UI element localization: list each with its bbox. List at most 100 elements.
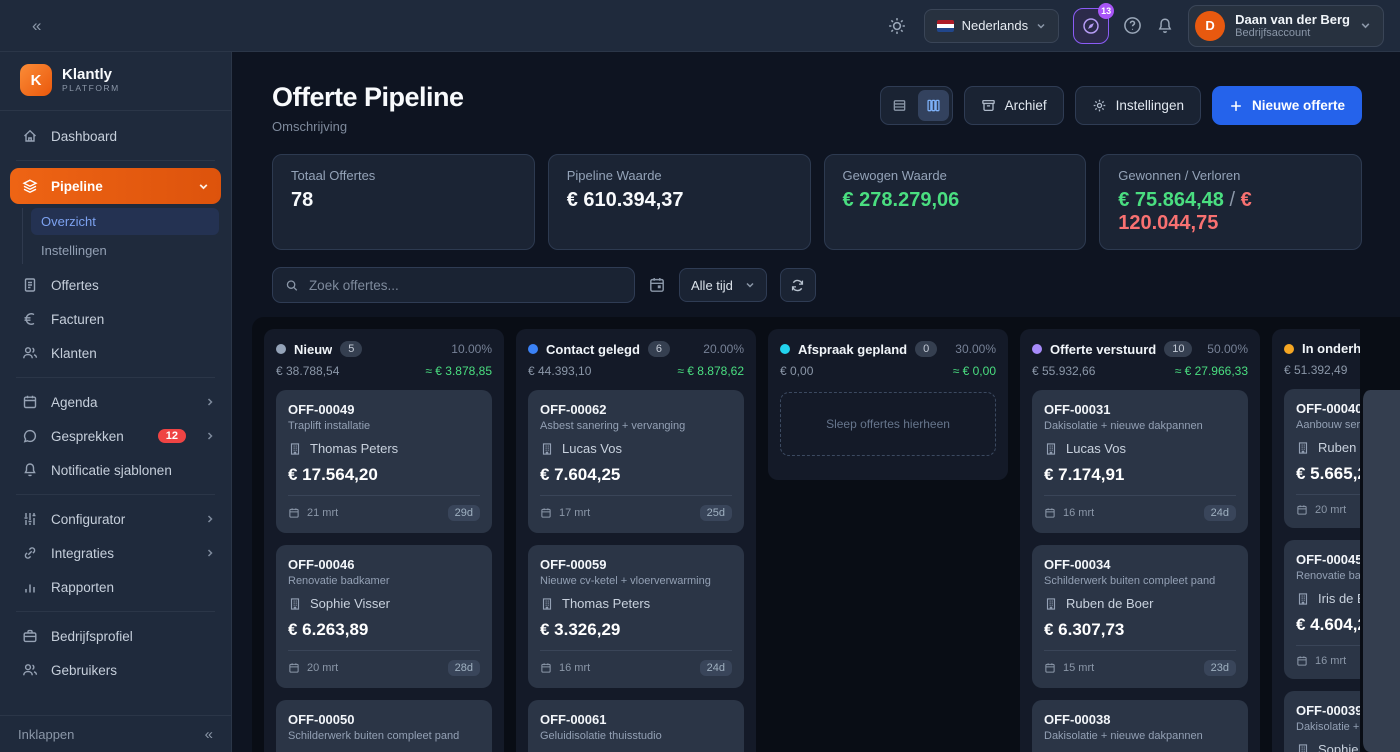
compass-icon <box>1083 17 1099 34</box>
stage-total-value: € 38.788,54 <box>276 364 340 378</box>
page-subtitle: Omschrijving <box>272 119 348 134</box>
chevron-right-icon <box>207 432 213 440</box>
chat-icon <box>23 429 37 443</box>
stat-won-lost: Gewonnen / Verloren € 75.864,48 / € 120.… <box>1099 154 1362 250</box>
sidebar-item-label: Dashboard <box>51 128 118 144</box>
stage-weighted-value: ≈ € 27.966,33 <box>1174 364 1248 378</box>
company-name: Lucas Vos <box>1066 441 1126 456</box>
offer-date: 20 mrt <box>307 662 339 674</box>
sidebar-item-gesprekken[interactable]: Gesprekken 12 <box>0 419 231 453</box>
sidebar-subitem-overzicht[interactable]: Overzicht <box>31 208 219 235</box>
offer-description: Geluidisolatie thuisstudio <box>540 730 662 742</box>
offer-description: Renovatie badkamer <box>288 575 390 587</box>
stat-value: € 278.279,06 <box>842 189 960 211</box>
sidebar-collapse-icon[interactable]: « <box>32 15 42 35</box>
netherlands-flag-icon <box>936 19 954 32</box>
period-select[interactable]: Alle tijd <box>679 268 767 302</box>
kanban-view-button[interactable] <box>917 90 949 121</box>
main-content: Offerte Pipeline Omschrijving Archief <box>232 52 1400 752</box>
days-remaining-badge: 24d <box>699 660 732 676</box>
layers-icon <box>22 179 38 193</box>
theme-toggle-button[interactable] <box>884 13 910 39</box>
sidebar-item-facturen[interactable]: Facturen <box>0 302 231 336</box>
sidebar-item-label: Rapporten <box>51 579 115 595</box>
brand-name: Klantly <box>62 66 113 83</box>
settings-label: Instellingen <box>1115 98 1184 113</box>
archive-button[interactable]: Archief <box>963 86 1064 125</box>
offer-card[interactable]: OFF-00038 Dakisolatie + nieuwe dakpannen… <box>1032 700 1248 752</box>
days-remaining-badge: 25d <box>699 505 732 521</box>
peeking-cards-strip <box>1360 390 1400 752</box>
sidebar-item-bedrijfsprofiel[interactable]: Bedrijfsprofiel <box>0 619 231 653</box>
divider <box>1044 495 1236 496</box>
search-box <box>272 267 635 303</box>
stage-percent: 20.00% <box>703 342 744 356</box>
help-button[interactable] <box>1123 16 1142 35</box>
search-input[interactable] <box>308 277 622 293</box>
building-icon <box>290 597 300 610</box>
offer-card[interactable]: OFF-00034 Schilderwerk buiten compleet p… <box>1032 545 1248 688</box>
chevron-down-icon <box>1037 23 1045 29</box>
subitem-label: Instellingen <box>41 243 107 258</box>
settings-button[interactable]: Instellingen <box>1074 86 1201 125</box>
users-icon <box>23 347 38 359</box>
sidebar-item-notificatie-sjablonen[interactable]: Notificatie sjablonen <box>0 453 231 487</box>
sidebar-item-agenda[interactable]: Agenda <box>0 385 231 419</box>
calendar-icon <box>23 395 37 409</box>
offer-reference: OFF-00062 <box>540 402 607 417</box>
sidebar-item-dashboard[interactable]: Dashboard <box>0 119 231 153</box>
page-title: Offerte Pipeline <box>272 82 464 112</box>
offer-amount: € 7.604,25 <box>540 465 621 484</box>
offer-card[interactable]: OFF-00062 Asbest sanering + vervanging L… <box>528 390 744 533</box>
stage-color-dot <box>1284 343 1294 354</box>
sidebar-collapse-button[interactable]: Inklappen « <box>0 715 231 752</box>
language-select[interactable]: Nederlands <box>923 8 1060 43</box>
sidebar-item-klanten[interactable]: Klanten <box>0 336 231 370</box>
dropzone[interactable]: Sleep offertes hierheen <box>780 392 996 456</box>
divider <box>16 611 215 612</box>
stage-color-dot <box>528 344 538 354</box>
sidebar-item-integraties[interactable]: Integraties <box>0 536 231 570</box>
table-view-icon <box>893 100 905 111</box>
sidebar-item-offertes[interactable]: Offertes <box>0 268 231 302</box>
sidebar-item-configurator[interactable]: Configurator <box>0 502 231 536</box>
stat-label: Totaal Offertes <box>291 168 376 183</box>
new-offer-button[interactable]: Nieuwe offerte <box>1211 86 1362 125</box>
offer-card[interactable]: OFF-00046 Renovatie badkamer Sophie Viss… <box>276 545 492 688</box>
building-icon <box>542 597 552 610</box>
calendar-icon <box>289 663 299 673</box>
calendar-icon <box>1045 663 1055 673</box>
sidebar-item-rapporten[interactable]: Rapporten <box>0 570 231 604</box>
pipeline-column: Contact gelegd 6 20.00% € 44.393,10 ≈ € … <box>516 329 756 752</box>
offer-reference: OFF-00038 <box>1044 712 1111 727</box>
sidebar-item-pipeline[interactable]: Pipeline <box>10 168 221 204</box>
offer-card[interactable]: OFF-00059 Nieuwe cv-ketel + vloerverwarm… <box>528 545 744 688</box>
offer-date: 16 mrt <box>559 662 591 674</box>
offer-card[interactable]: OFF-00031 Dakisolatie + nieuwe dakpannen… <box>1032 390 1248 533</box>
stage-color-dot <box>1032 344 1042 354</box>
divider <box>16 160 215 161</box>
new-offer-label: Nieuwe offerte <box>1251 98 1345 113</box>
offer-reference: OFF-00059 <box>540 557 607 572</box>
user-menu[interactable]: D Daan van der Berg Bedrijfsaccount <box>1188 4 1384 47</box>
offer-card[interactable]: OFF-00049 Traplift installatie Thomas Pe… <box>276 390 492 533</box>
refresh-button[interactable] <box>779 268 816 302</box>
days-remaining-badge: 24d <box>1203 505 1236 521</box>
sidebar-item-gebruikers[interactable]: Gebruikers <box>0 653 231 687</box>
offer-reference: OFF-00031 <box>1044 402 1111 417</box>
period-label: Alle tijd <box>691 277 733 293</box>
table-view-button[interactable] <box>884 90 915 121</box>
building-icon <box>1046 442 1056 455</box>
notifications-button[interactable] <box>1156 17 1174 35</box>
whats-new-button[interactable]: 13 <box>1073 2 1115 44</box>
sidebar-item-label: Gebruikers <box>51 662 118 678</box>
offer-card[interactable]: OFF-00061 Geluidisolatie thuisstudio Luc… <box>528 700 744 752</box>
stat-label: Gewogen Waarde <box>842 168 947 183</box>
days-remaining-badge: 23d <box>1203 660 1236 676</box>
collapse-icon: « <box>204 725 213 743</box>
separator: / <box>1223 189 1241 211</box>
user-name: Daan van der Berg <box>1235 11 1350 27</box>
offer-card[interactable]: OFF-00050 Schilderwerk buiten compleet p… <box>276 700 492 752</box>
sidebar-subitem-instellingen[interactable]: Instellingen <box>31 237 219 264</box>
question-icon <box>1124 17 1141 34</box>
